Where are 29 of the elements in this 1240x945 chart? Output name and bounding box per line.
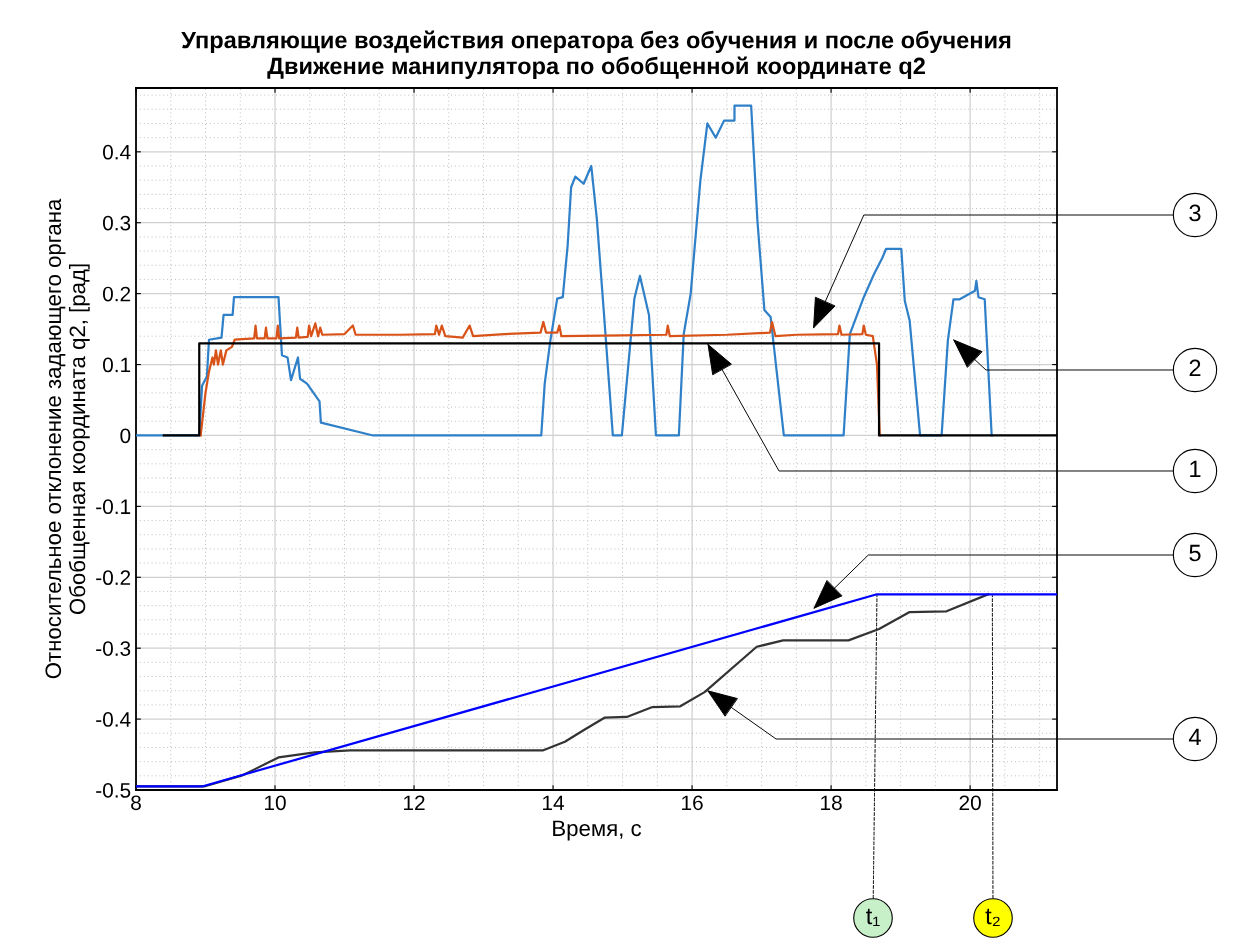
x-tick-label: 10 [265, 795, 286, 811]
x-axis-title: Время, с [553, 820, 642, 841]
annotation: 1 [1190, 460, 1201, 478]
x-tick-label: 8 [131, 795, 141, 811]
chart-title: Управляющие воздействия оператора без обучения и после обучения Движение манипулятора по обобщенной координате q2 [181, 30, 1011, 80]
x-tick-label: 14 [543, 795, 565, 810]
y-tick-label: -0.4 [96, 712, 131, 727]
annotation: 4 [1188, 728, 1201, 746]
x-tick-label: 12 [404, 795, 425, 810]
y-tick-label: -0.5 [96, 783, 131, 798]
annotation: 2 [1189, 359, 1201, 377]
annotation: 5 [1189, 544, 1201, 562]
y-tick-label: 0.3 [102, 215, 131, 231]
annotation: t₁ [866, 908, 880, 927]
line-series [136, 104, 993, 437]
y-tick-label: -0.2 [96, 570, 131, 586]
y-tick-label: 0.2 [102, 286, 131, 302]
x-tick-label: 16 [682, 795, 703, 811]
y-tick-label: -0.3 [96, 641, 131, 656]
y-tick-label: -0.1 [96, 499, 131, 515]
y-tick-label: 0 [120, 428, 131, 444]
y-axis-title: Относительное отклонение задающего органа Обобщенная координата q2, [рад] [45, 198, 90, 679]
annotation: t₂ [985, 908, 1000, 927]
line-series [199, 320, 881, 437]
x-tick-label: 18 [821, 795, 842, 811]
annotation: 3 [1189, 204, 1201, 222]
y-tick-label: 0.4 [102, 144, 131, 160]
x-tick-label: 20 [959, 795, 981, 811]
y-tick-label: 0.1 [102, 357, 131, 373]
